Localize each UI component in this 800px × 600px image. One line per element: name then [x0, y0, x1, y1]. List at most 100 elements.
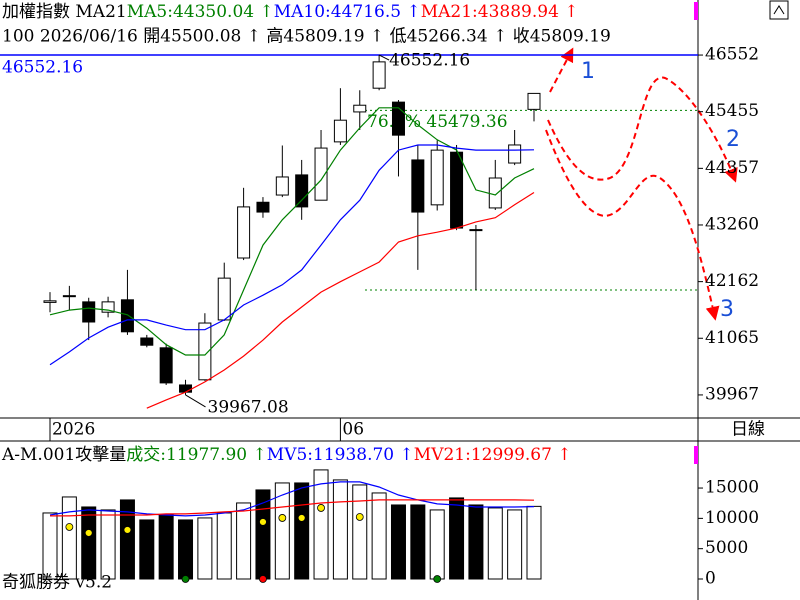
volume-bar [332, 479, 348, 580]
label-leader [185, 394, 206, 408]
candle-body [411, 159, 425, 213]
legend-entry: MV5:11938.70 ↑ [267, 445, 414, 465]
candle-body [314, 147, 328, 201]
y-tick-label: 42162 [705, 271, 759, 291]
volume-bar [468, 504, 484, 580]
signal-dot [181, 575, 190, 583]
signal-dot [123, 526, 132, 534]
legend: 加權指數 MA21MA5:44350.04 ↑MA10:44716.5 ↑MA2… [2, 2, 579, 22]
candle-body [527, 92, 541, 110]
candle-body [159, 347, 173, 384]
y-tick-label: 46552 [705, 45, 759, 65]
volume-bar [526, 505, 542, 580]
volume-bar [42, 512, 58, 580]
y-tick-label: 44357 [705, 158, 759, 178]
y-tick-label: 39967 [705, 384, 759, 404]
volume-bar [371, 492, 387, 580]
volume-bar [216, 512, 232, 580]
candle-body [140, 337, 154, 346]
max-label: 46552.16 [389, 51, 470, 71]
min-label: 39967.08 [208, 397, 289, 417]
wave-label: 1 [581, 59, 595, 84]
candle-body [62, 295, 76, 298]
chart-title: A-M.001攻擊量 [1, 445, 126, 465]
wave-label: 3 [720, 297, 734, 322]
candle-body [120, 299, 134, 333]
candle-body [295, 174, 309, 208]
projection-arrow [545, 129, 720, 321]
volume-bar [236, 502, 252, 580]
volume-bar [487, 507, 503, 580]
signal-dot [433, 575, 442, 583]
legend-entry: MA21:43889.94 ↑ [421, 2, 579, 22]
y-tick-label: 0 [705, 569, 716, 589]
volume-bar [313, 469, 329, 580]
volume-bar [61, 496, 77, 580]
mv-line [50, 499, 535, 517]
volume-bar [352, 484, 368, 580]
signal-dot [84, 529, 93, 537]
y-tick-label: 43260 [705, 214, 759, 234]
candle-body [391, 101, 405, 136]
signal-dot [259, 575, 267, 583]
signal-dot [259, 518, 267, 526]
candle-body [101, 301, 115, 313]
volume-bar [410, 504, 426, 580]
volume-bar [294, 482, 310, 580]
candle-body [82, 301, 96, 323]
candle-body [217, 277, 231, 321]
chart-title: 加權指數 MA21 [2, 2, 127, 22]
volume-bar [449, 497, 465, 580]
legend-entry: MA10:44716.5 ↑ [274, 2, 421, 22]
volume-bar [119, 499, 135, 580]
legend-entry: MV21:12999.67 ↑ [414, 445, 572, 465]
scroll-button[interactable] [769, 0, 789, 20]
candle-body [469, 229, 483, 232]
truncated-legend [694, 446, 698, 464]
signal-dot [317, 504, 325, 512]
projection-arrows [545, 47, 738, 321]
candle-body [488, 177, 502, 209]
candle-body [275, 176, 289, 196]
candle-body [372, 61, 386, 89]
candle-body [508, 144, 522, 164]
volume-bar [197, 517, 213, 580]
volume-bar [81, 506, 97, 580]
candle-body [237, 206, 251, 259]
y-tick-label: 5000 [705, 538, 748, 558]
reference-label: 46552.16 [2, 58, 83, 78]
candle-body [333, 119, 347, 143]
volume-bar [429, 509, 445, 580]
projection-arrow [547, 76, 738, 183]
legend-entry: MA5:44350.04 ↑ [127, 2, 274, 22]
projection-arrow [549, 47, 574, 93]
quote-line: 100 2026/06/16 開45500.08 ↑ 高45809.19 ↑ 低… [2, 27, 611, 47]
y-tick-label: 10000 [705, 508, 759, 528]
wave-label: 2 [726, 127, 740, 152]
y-tick-label: 15000 [705, 478, 759, 498]
ma-line [49, 144, 535, 366]
truncated-legend [694, 2, 698, 20]
volume-bar [178, 519, 194, 580]
candle-body [430, 149, 444, 206]
scroll-icon [773, 5, 785, 15]
ma-line [49, 107, 535, 356]
y-tick-label: 45455 [705, 101, 759, 121]
candle-body [256, 201, 270, 213]
label-leader [378, 54, 390, 61]
footer: 奇狐勝券 v5.2 [2, 573, 112, 593]
signal-dot [355, 513, 364, 521]
legend: A-M.001攻擊量成交:11977.90 ↑MV5:11938.70 ↑MV2… [1, 445, 572, 465]
period-label: 日線 [731, 420, 765, 440]
volume-bar [390, 504, 406, 580]
mv-line [49, 481, 535, 517]
candle-body [198, 322, 212, 381]
volume-bar [100, 509, 116, 580]
candle-body [450, 151, 464, 229]
signal-dot [278, 514, 287, 522]
legend-entry: 成交:11977.90 ↑ [126, 445, 267, 465]
x-tick-label: 2026 [52, 420, 95, 440]
x-tick-label: 06 [342, 420, 364, 440]
